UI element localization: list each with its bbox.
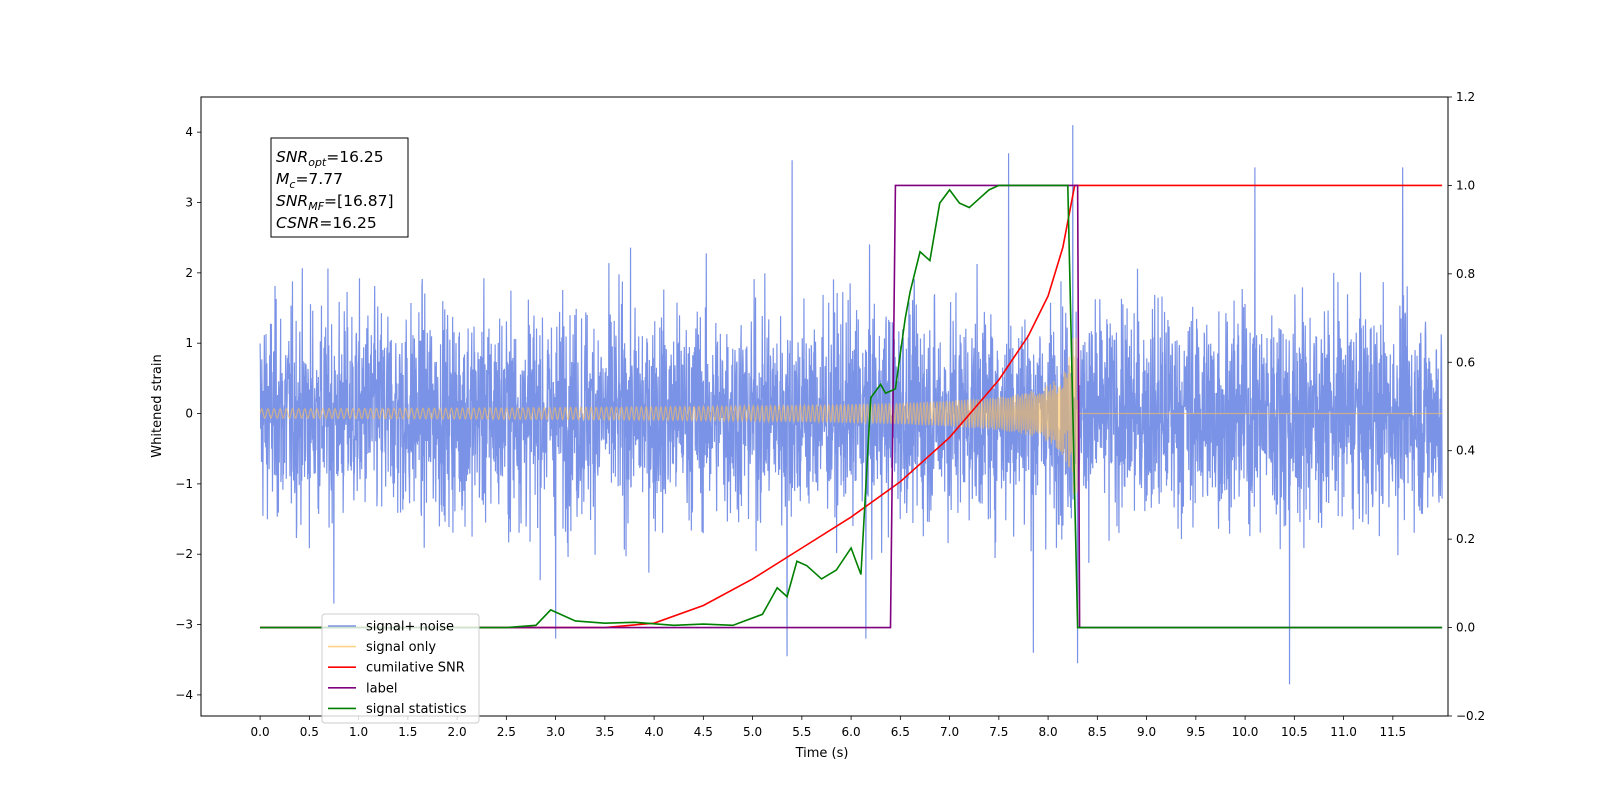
plot-area bbox=[259, 125, 1443, 685]
x-tick-label: 5.5 bbox=[792, 725, 811, 739]
legend: signal+ noise signal only cumilative SNR la… bbox=[321, 613, 480, 724]
x-tick-label: 5.0 bbox=[743, 725, 762, 739]
annotation-frame bbox=[270, 137, 409, 238]
y-tick-label: 1 bbox=[185, 336, 193, 350]
x-tick-label: 9.5 bbox=[1186, 725, 1205, 739]
x-tick-label: 2.5 bbox=[497, 725, 516, 739]
y-tick-label: 2 bbox=[185, 266, 193, 280]
y-tick-label: −2 bbox=[175, 547, 193, 561]
annotation-line: Mc=7.77 bbox=[276, 170, 343, 191]
x-tick-label: 4.5 bbox=[694, 725, 713, 739]
legend-label: label bbox=[366, 681, 397, 696]
x-tick-label: 0.5 bbox=[300, 725, 319, 739]
x-tick-label: 1.0 bbox=[349, 725, 368, 739]
y2-tick-label: 0.0 bbox=[1456, 621, 1475, 635]
x-tick-label: 10.5 bbox=[1281, 725, 1308, 739]
plot-frame bbox=[200, 96, 1449, 717]
y-tick-label: −1 bbox=[175, 477, 193, 491]
x-axis-label: Time (s) bbox=[795, 746, 849, 761]
y-axis-label: Whitened strain bbox=[150, 354, 165, 457]
x-tick-label: 8.5 bbox=[1088, 725, 1107, 739]
y-tick-label: 0 bbox=[185, 407, 193, 421]
x-tick-label: 11.5 bbox=[1379, 725, 1406, 739]
x-axis: 0.0 0.5 1.0 1.5 2.0 2.5 3.0 3.5 4.0 4.5 5.0 5.5 6.0 6… bbox=[251, 716, 1406, 739]
y-tick-label: −3 bbox=[175, 618, 193, 632]
x-tick-label: 4.0 bbox=[645, 725, 664, 739]
x-tick-label: 7.5 bbox=[989, 725, 1008, 739]
y2-tick-label: −0.2 bbox=[1456, 709, 1485, 723]
x-tick-label: 2.0 bbox=[448, 725, 467, 739]
y2-tick-label: 1.0 bbox=[1456, 178, 1475, 192]
x-tick-label: 9.0 bbox=[1137, 725, 1156, 739]
y-tick-label: 3 bbox=[185, 196, 193, 210]
y2-tick-label: 0.8 bbox=[1456, 267, 1475, 281]
legend-label: signal only bbox=[366, 640, 436, 655]
x-tick-label: 6.5 bbox=[891, 725, 910, 739]
annotation-line: CSNR=16.25 bbox=[276, 214, 377, 232]
y-axis-left: −4 −3 −2 −1 0 1 2 3 4 bbox=[175, 125, 201, 702]
series-line-signal-only bbox=[259, 337, 1443, 494]
series-line-signal-statistics bbox=[260, 184, 1443, 629]
legend-label: signal+ noise bbox=[366, 620, 454, 635]
x-tick-label: 0.0 bbox=[251, 725, 270, 739]
legend-frame bbox=[321, 613, 480, 724]
y2-tick-label: 0.2 bbox=[1456, 532, 1475, 546]
y2-tick-label: 1.2 bbox=[1456, 90, 1475, 104]
x-tick-label: 8.0 bbox=[1039, 725, 1058, 739]
annotation-line: SNRMF=[16.87] bbox=[276, 192, 394, 213]
x-tick-label: 11.0 bbox=[1330, 725, 1357, 739]
y-tick-label: −4 bbox=[175, 688, 193, 702]
x-tick-label: 10.0 bbox=[1232, 725, 1259, 739]
x-tick-label: 6.0 bbox=[842, 725, 861, 739]
series-line-signal-noise bbox=[259, 125, 1443, 685]
x-tick-label: 7.0 bbox=[940, 725, 959, 739]
x-tick-label: 3.5 bbox=[595, 725, 614, 739]
y-axis-right: −0.2 0.0 0.2 0.4 0.6 0.8 1.0 1.2 bbox=[1448, 90, 1485, 723]
stats-annotation-box: SNRopt=16.25Mc=7.77SNRMF=[16.87]CSNR=16.… bbox=[270, 137, 409, 238]
y2-tick-label: 0.4 bbox=[1456, 444, 1475, 458]
legend-label: cumilative SNR bbox=[366, 661, 465, 676]
y2-tick-label: 0.6 bbox=[1456, 355, 1475, 369]
x-tick-label: 3.0 bbox=[546, 725, 565, 739]
legend-label: signal statistics bbox=[366, 702, 467, 717]
annotation-line: SNRopt=16.25 bbox=[276, 148, 384, 169]
x-tick-label: 1.5 bbox=[398, 725, 417, 739]
y-tick-label: 4 bbox=[185, 125, 193, 139]
